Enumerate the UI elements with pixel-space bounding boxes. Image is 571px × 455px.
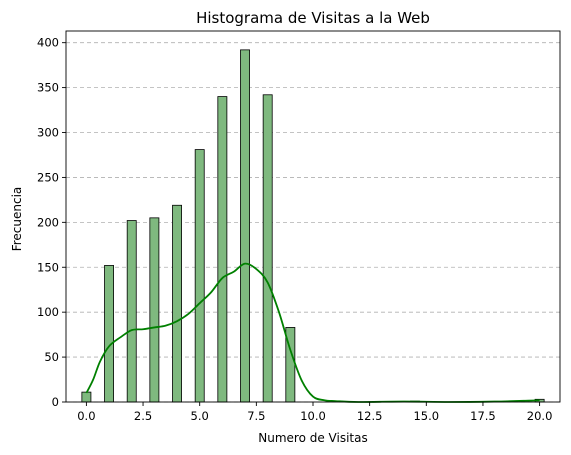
- y-tick-label-1: 50: [44, 350, 59, 364]
- plot-frame: [65, 30, 561, 403]
- y-tick-label-6: 300: [37, 126, 59, 140]
- histogram-bars: [81, 49, 545, 403]
- y-tick-label-5: 250: [37, 170, 59, 184]
- x-tick-label-8: 20.0: [527, 409, 553, 423]
- bar-8: [262, 94, 273, 403]
- bar-1: [104, 265, 114, 403]
- y-tick-label-4: 200: [37, 215, 59, 229]
- x-tick-label-7: 17.5: [470, 409, 496, 423]
- bar-6: [217, 96, 228, 403]
- bar-0: [81, 391, 92, 403]
- x-axis-ticks: 0.0 2.5 5.0 7.5 10.0 12.5 15.0 17.5 20.0: [77, 402, 552, 423]
- x-tick-label-3: 7.5: [247, 409, 265, 423]
- bar-4: [172, 204, 182, 403]
- x-tick-label-1: 2.5: [134, 409, 152, 423]
- y-tick-label-0: 0: [52, 395, 59, 409]
- x-tick-label-4: 10.0: [300, 409, 326, 423]
- x-tick-label-6: 15.0: [413, 409, 439, 423]
- bar-7: [240, 49, 250, 403]
- bar-5: [194, 149, 205, 403]
- chart-title: Histograma de Visitas a la Web: [196, 9, 430, 27]
- y-tick-label-7: 350: [37, 81, 59, 95]
- y-gridlines: [66, 42, 560, 403]
- y-tick-label-2: 100: [37, 305, 59, 319]
- x-tick-label-2: 5.0: [191, 409, 209, 423]
- x-axis-label: Numero de Visitas: [258, 431, 367, 445]
- y-axis-ticks: 0 50 100 150 200 250 300 350 400: [37, 36, 66, 409]
- bar-2: [126, 220, 137, 403]
- y-tick-label-8: 400: [37, 36, 59, 50]
- y-tick-label-3: 150: [37, 260, 59, 274]
- y-axis-label: Frecuencia: [10, 187, 24, 252]
- bar-3: [149, 217, 160, 403]
- x-tick-label-5: 12.5: [357, 409, 383, 423]
- x-tick-label-0: 0.0: [77, 409, 95, 423]
